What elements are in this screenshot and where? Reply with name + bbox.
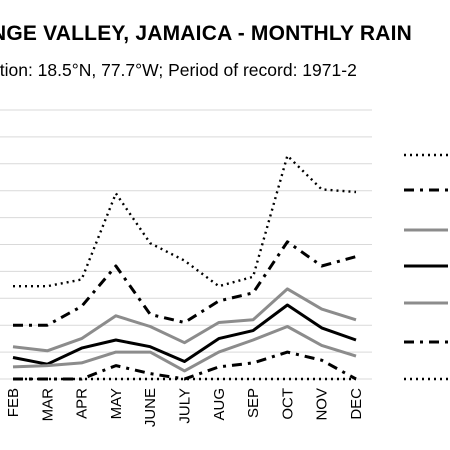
x-tick-label: SEP [245, 388, 262, 418]
x-tick-label: DEC [348, 388, 365, 420]
x-tick-label: OCT [279, 388, 296, 420]
chart-subtitle: ation: 18.5°N, 77.7°W; Period of record:… [0, 60, 357, 80]
x-tick-label: MAR [39, 388, 56, 422]
series-line-5 [12, 325, 357, 373]
x-tick-label: FEB [5, 388, 22, 417]
gridlines [0, 109, 372, 380]
chart-title: NGE VALLEY, JAMAICA - MONTHLY RAIN [0, 22, 412, 45]
series-lines [12, 154, 357, 381]
x-axis-tick-labels: FEB MAR APR MAY JUNE JULY AUG SEP OCT NOV DEC [5, 388, 365, 427]
x-tick-label: MAY [108, 388, 125, 419]
x-tick-label: NOV [314, 388, 331, 421]
x-tick-label: APR [74, 388, 91, 419]
series-line-4 [12, 303, 357, 366]
series-line-2 [13, 240, 357, 327]
x-tick-label: JUNE [142, 388, 159, 427]
series-line-6 [13, 350, 357, 381]
series-line-3 [12, 287, 357, 353]
series-line-1 [13, 154, 357, 288]
x-tick-label: JULY [177, 388, 194, 424]
x-tick-label: AUG [211, 388, 228, 421]
legend [404, 153, 448, 381]
